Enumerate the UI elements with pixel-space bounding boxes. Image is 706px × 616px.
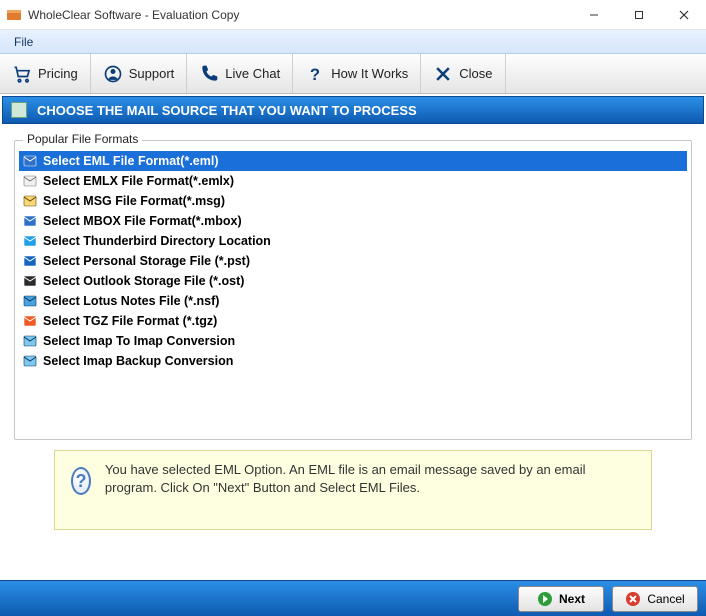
support-button[interactable]: Support — [91, 54, 188, 93]
next-arrow-icon — [537, 591, 553, 607]
cancel-x-icon — [625, 591, 641, 607]
window-controls — [571, 0, 706, 30]
toolbar-close-label: Close — [459, 66, 492, 81]
format-icon — [23, 214, 37, 228]
format-icon — [23, 314, 37, 328]
app-icon — [6, 7, 22, 23]
format-item[interactable]: Select EMLX File Format(*.emlx) — [19, 171, 687, 191]
format-label: Select Personal Storage File (*.pst) — [43, 254, 250, 268]
format-label: Select Lotus Notes File (*.nsf) — [43, 294, 219, 308]
minimize-button[interactable] — [571, 0, 616, 30]
phone-icon — [199, 64, 219, 84]
format-label: Select MSG File Format(*.msg) — [43, 194, 225, 208]
format-item[interactable]: Select EML File Format(*.eml) — [19, 151, 687, 171]
info-question-icon: ? — [71, 467, 91, 495]
instruction-text: CHOOSE THE MAIL SOURCE THAT YOU WANT TO … — [37, 103, 417, 118]
next-label: Next — [559, 592, 585, 606]
format-label: Select Imap To Imap Conversion — [43, 334, 235, 348]
support-icon — [103, 64, 123, 84]
instruction-bar: CHOOSE THE MAIL SOURCE THAT YOU WANT TO … — [2, 96, 704, 124]
maximize-button[interactable] — [616, 0, 661, 30]
toolbar-close-button[interactable]: Close — [421, 54, 505, 93]
format-label: Select EML File Format(*.eml) — [43, 154, 219, 168]
formats-groupbox: Popular File Formats Select EML File For… — [14, 140, 692, 440]
titlebar: WholeClear Software - Evaluation Copy — [0, 0, 706, 30]
format-icon — [23, 194, 37, 208]
format-item[interactable]: Select Imap Backup Conversion — [19, 351, 687, 371]
format-icon — [23, 234, 37, 248]
format-label: Select Thunderbird Directory Location — [43, 234, 271, 248]
footer: Next Cancel — [0, 580, 706, 616]
format-label: Select Imap Backup Conversion — [43, 354, 233, 368]
format-item[interactable]: Select TGZ File Format (*.tgz) — [19, 311, 687, 331]
format-icon — [23, 354, 37, 368]
pricing-label: Pricing — [38, 66, 78, 81]
cart-icon — [12, 64, 32, 84]
support-label: Support — [129, 66, 175, 81]
toolbar: Pricing Support Live Chat ? How It Works… — [0, 54, 706, 94]
groupbox-legend: Popular File Formats — [23, 132, 142, 146]
format-item[interactable]: Select MSG File Format(*.msg) — [19, 191, 687, 211]
format-item[interactable]: Select MBOX File Format(*.mbox) — [19, 211, 687, 231]
how-label: How It Works — [331, 66, 408, 81]
how-button[interactable]: ? How It Works — [293, 54, 421, 93]
info-text: You have selected EML Option. An EML fil… — [105, 461, 635, 497]
livechat-label: Live Chat — [225, 66, 280, 81]
question-icon: ? — [305, 64, 325, 84]
cancel-button[interactable]: Cancel — [612, 586, 698, 612]
format-label: Select EMLX File Format(*.emlx) — [43, 174, 234, 188]
format-icon — [23, 154, 37, 168]
doc-icon — [11, 102, 27, 118]
format-icon — [23, 174, 37, 188]
svg-text:?: ? — [310, 64, 320, 83]
content: Popular File Formats Select EML File For… — [0, 126, 706, 544]
menu-file[interactable]: File — [6, 32, 41, 52]
format-item[interactable]: Select Personal Storage File (*.pst) — [19, 251, 687, 271]
format-label: Select TGZ File Format (*.tgz) — [43, 314, 217, 328]
livechat-button[interactable]: Live Chat — [187, 54, 293, 93]
format-icon — [23, 334, 37, 348]
format-icon — [23, 254, 37, 268]
pricing-button[interactable]: Pricing — [0, 54, 91, 93]
next-button[interactable]: Next — [518, 586, 604, 612]
format-item[interactable]: Select Thunderbird Directory Location — [19, 231, 687, 251]
menubar: File — [0, 30, 706, 54]
format-label: Select Outlook Storage File (*.ost) — [43, 274, 244, 288]
format-item[interactable]: Select Imap To Imap Conversion — [19, 331, 687, 351]
format-icon — [23, 294, 37, 308]
format-item[interactable]: Select Outlook Storage File (*.ost) — [19, 271, 687, 291]
format-item[interactable]: Select Lotus Notes File (*.nsf) — [19, 291, 687, 311]
format-list: Select EML File Format(*.eml) Select EMLX… — [19, 151, 687, 371]
format-label: Select MBOX File Format(*.mbox) — [43, 214, 242, 228]
cancel-label: Cancel — [647, 592, 684, 606]
format-icon — [23, 274, 37, 288]
close-icon — [433, 64, 453, 84]
info-panel: ? You have selected EML Option. An EML f… — [54, 450, 652, 530]
close-window-button[interactable] — [661, 0, 706, 30]
window-title: WholeClear Software - Evaluation Copy — [28, 8, 571, 22]
